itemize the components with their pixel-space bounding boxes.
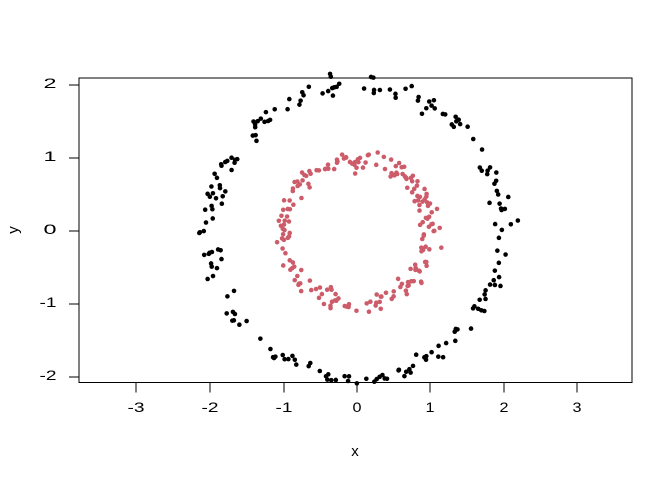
svg-text:2: 2 (44, 76, 57, 91)
svg-text:-1: -1 (40, 295, 57, 310)
svg-text:0: 0 (353, 400, 362, 415)
svg-text:-2: -2 (202, 400, 219, 415)
svg-text:0: 0 (44, 222, 57, 237)
svg-text:-3: -3 (128, 400, 145, 415)
svg-text:3: 3 (573, 400, 582, 415)
svg-text:-2: -2 (40, 368, 57, 383)
svg-text:1: 1 (44, 149, 57, 164)
svg-text:y: y (5, 226, 22, 234)
svg-text:2: 2 (500, 400, 509, 415)
svg-text:1: 1 (426, 400, 435, 415)
svg-text:-1: -1 (276, 400, 293, 415)
svg-text:x: x (351, 443, 359, 460)
